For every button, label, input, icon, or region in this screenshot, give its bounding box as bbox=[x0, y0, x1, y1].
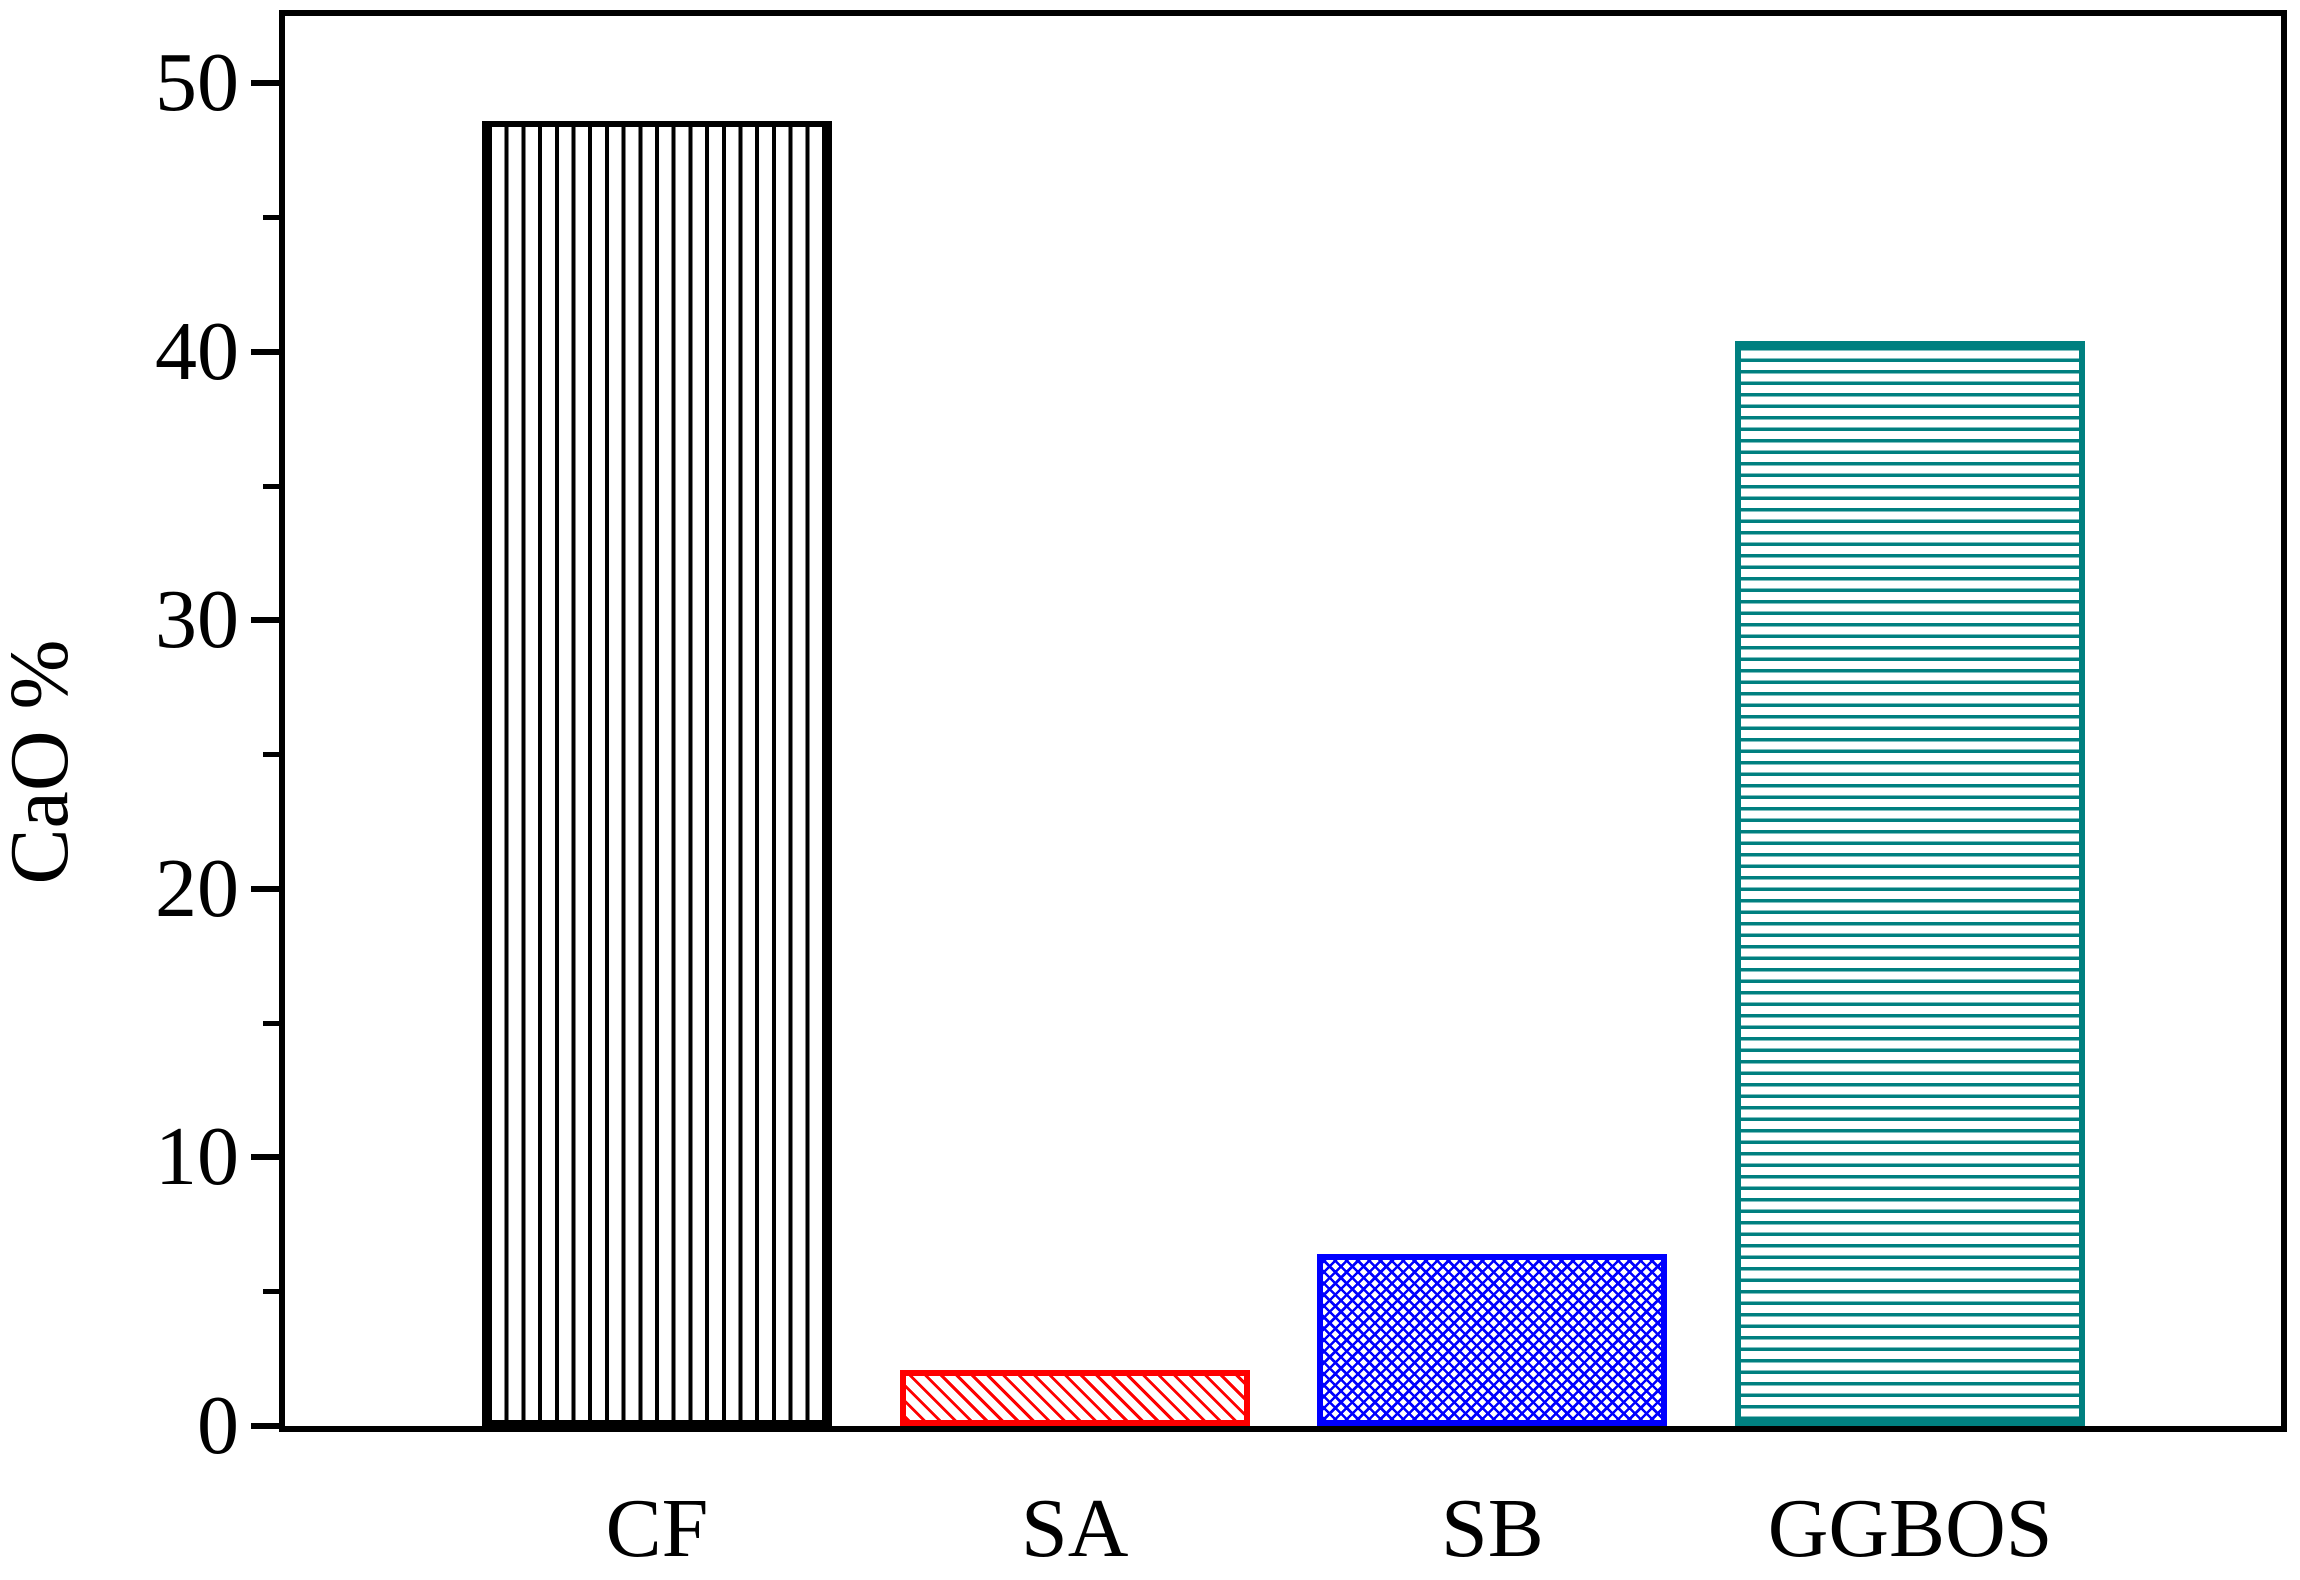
y-major-tick-0 bbox=[251, 1423, 279, 1429]
y-tick-label-30: 30 bbox=[155, 573, 239, 667]
y-major-tick-20 bbox=[251, 885, 279, 892]
bar-SA bbox=[899, 1369, 1250, 1426]
y-minor-tick-5 bbox=[263, 1289, 279, 1295]
y-minor-tick-45 bbox=[263, 214, 279, 220]
x-tick-label-GGBOS: GGBOS bbox=[1767, 1482, 2053, 1575]
y-major-tick-10 bbox=[251, 1154, 279, 1161]
y-minor-tick-35 bbox=[263, 483, 279, 489]
bar-SB bbox=[1317, 1254, 1668, 1426]
y-minor-tick-25 bbox=[263, 752, 279, 758]
x-tick-label-SA: SA bbox=[1020, 1482, 1129, 1575]
x-tick-label-CF: CF bbox=[605, 1482, 709, 1575]
y-axis-title: CaO % bbox=[0, 639, 86, 885]
x-tick-label-SB: SB bbox=[1441, 1482, 1544, 1575]
plot-area bbox=[251, 10, 2287, 1432]
y-tick-label-40: 40 bbox=[155, 304, 239, 398]
y-tick-label-0: 0 bbox=[197, 1379, 239, 1472]
y-major-tick-30 bbox=[251, 617, 279, 624]
y-major-tick-40 bbox=[251, 348, 279, 355]
y-tick-label-20: 20 bbox=[155, 841, 239, 935]
y-tick-label-10: 10 bbox=[155, 1110, 239, 1204]
bar-CF bbox=[482, 120, 832, 1426]
y-minor-tick-15 bbox=[263, 1020, 279, 1026]
y-tick-label-50: 50 bbox=[155, 36, 239, 130]
y-major-tick-50 bbox=[251, 80, 279, 87]
bar-GGBOS bbox=[1735, 340, 2086, 1426]
